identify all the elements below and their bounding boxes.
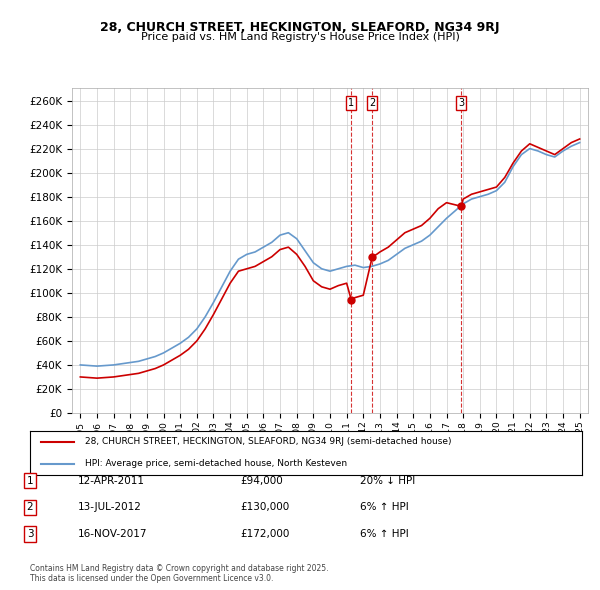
Text: £130,000: £130,000 [240,503,289,512]
Text: 2: 2 [26,503,34,512]
Text: 1: 1 [26,476,34,486]
Text: £172,000: £172,000 [240,529,289,539]
Text: 1: 1 [348,98,355,108]
Text: HPI: Average price, semi-detached house, North Kesteven: HPI: Average price, semi-detached house,… [85,460,347,468]
Text: 12-APR-2011: 12-APR-2011 [78,476,145,486]
Text: 3: 3 [458,98,464,108]
Text: 6% ↑ HPI: 6% ↑ HPI [360,503,409,512]
Text: Price paid vs. HM Land Registry's House Price Index (HPI): Price paid vs. HM Land Registry's House … [140,32,460,42]
Text: 6% ↑ HPI: 6% ↑ HPI [360,529,409,539]
Text: 28, CHURCH STREET, HECKINGTON, SLEAFORD, NG34 9RJ: 28, CHURCH STREET, HECKINGTON, SLEAFORD,… [100,21,500,34]
Text: 3: 3 [26,529,34,539]
Text: 20% ↓ HPI: 20% ↓ HPI [360,476,415,486]
Text: 13-JUL-2012: 13-JUL-2012 [78,503,142,512]
Text: 28, CHURCH STREET, HECKINGTON, SLEAFORD, NG34 9RJ (semi-detached house): 28, CHURCH STREET, HECKINGTON, SLEAFORD,… [85,437,452,446]
Text: Contains HM Land Registry data © Crown copyright and database right 2025.
This d: Contains HM Land Registry data © Crown c… [30,563,329,583]
Text: £94,000: £94,000 [240,476,283,486]
Text: 2: 2 [369,98,376,108]
Text: 16-NOV-2017: 16-NOV-2017 [78,529,148,539]
